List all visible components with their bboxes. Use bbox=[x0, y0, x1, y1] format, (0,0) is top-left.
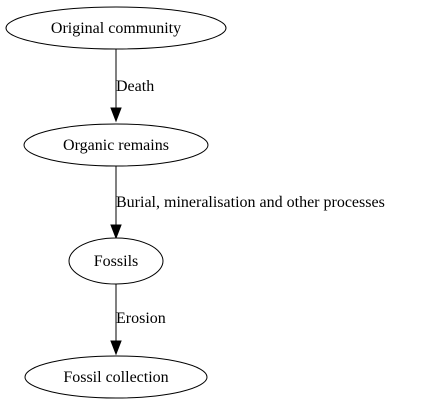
node-label-original-community: Original community bbox=[51, 20, 181, 37]
node-fossil-collection: Fossil collection bbox=[24, 355, 208, 399]
edge-erosion: Erosion bbox=[110, 284, 166, 356]
node-original-community: Original community bbox=[5, 6, 227, 50]
node-label-fossils: Fossils bbox=[94, 253, 138, 270]
node-label-organic-remains: Organic remains bbox=[63, 137, 169, 154]
edge-death: Death bbox=[110, 49, 154, 123]
edge-label-burial: Burial, mineralisation and other process… bbox=[116, 194, 385, 211]
edge-burial: Burial, mineralisation and other process… bbox=[110, 166, 385, 240]
node-organic-remains: Organic remains bbox=[23, 123, 209, 167]
node-label-fossil-collection: Fossil collection bbox=[63, 369, 168, 386]
edge-label-death: Death bbox=[116, 78, 154, 95]
edge-label-erosion: Erosion bbox=[116, 310, 166, 327]
node-fossils: Fossils bbox=[68, 237, 164, 285]
